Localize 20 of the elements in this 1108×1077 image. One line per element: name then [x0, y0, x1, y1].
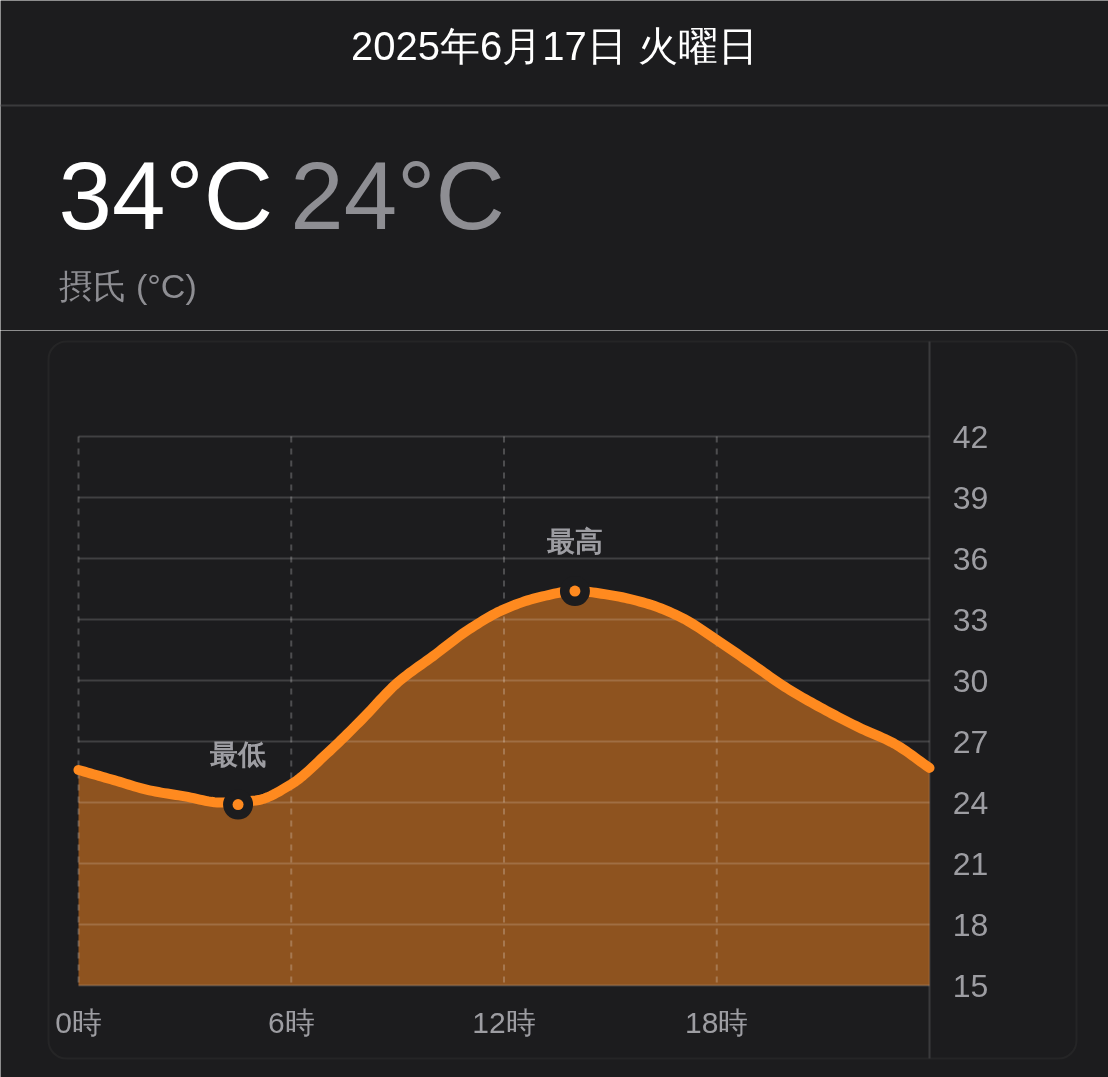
text: 摂氏 (°C): [58, 266, 197, 305]
x-tick-label: 6時: [267, 1006, 315, 1039]
y-tick-label: 24: [952, 784, 989, 821]
text: 24°C: [290, 142, 505, 249]
chart-title: 2025年6月17日 火曜日: [351, 23, 758, 68]
x-tick-label: 0時: [55, 1006, 102, 1039]
y-tick-label: 18: [952, 906, 989, 943]
x-tick-label: 18時: [685, 1006, 749, 1039]
y-tick-label: 27: [952, 723, 989, 760]
y-tick-label: 39: [952, 479, 989, 516]
x-tick-label: 12時: [472, 1006, 536, 1039]
text: 34°C: [58, 142, 273, 249]
y-tick-label: 15: [952, 967, 989, 1004]
y-tick-label: 21: [952, 845, 989, 882]
y-tick-label: 36: [952, 540, 989, 577]
y-tick-label: 42: [952, 418, 989, 455]
annotation: 最低: [209, 739, 267, 771]
y-tick-label: 30: [952, 662, 989, 699]
y-tick-label: 33: [952, 601, 989, 638]
annotation: 最高: [545, 525, 603, 557]
